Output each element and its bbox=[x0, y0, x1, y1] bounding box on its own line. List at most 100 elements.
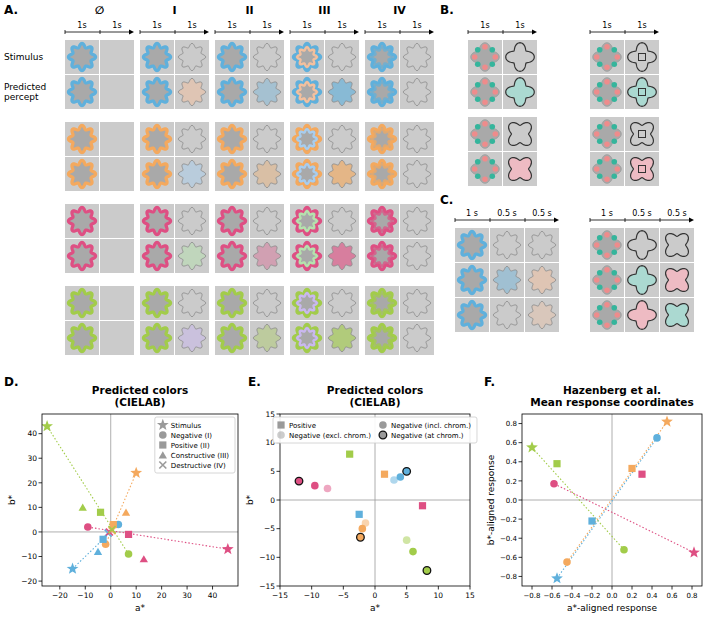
tick-mark bbox=[532, 586, 533, 590]
time-arrow bbox=[468, 32, 534, 33]
cell bbox=[455, 298, 489, 332]
legend-marker bbox=[159, 462, 166, 469]
stimulus-shape bbox=[293, 125, 320, 152]
inducer-dot bbox=[482, 44, 488, 50]
outline-shape bbox=[493, 266, 520, 293]
duration-label: 1s bbox=[77, 21, 86, 30]
inner-rim bbox=[297, 328, 317, 348]
tick-mark bbox=[39, 482, 43, 483]
tick-mark bbox=[277, 586, 281, 587]
outline-shape bbox=[506, 43, 535, 72]
stimulus-shape bbox=[593, 155, 622, 184]
time-tick bbox=[215, 30, 216, 34]
stimulus-shape bbox=[368, 78, 395, 105]
cell bbox=[365, 122, 399, 156]
connector-line bbox=[532, 447, 624, 549]
stimulus-shape bbox=[218, 242, 245, 269]
legend-marker bbox=[379, 421, 387, 429]
legend-label: Negative (incl. chrom.) bbox=[391, 422, 471, 430]
data-point bbox=[362, 519, 370, 527]
cell bbox=[455, 263, 489, 297]
tick-label: 0 bbox=[108, 591, 113, 600]
inducer-dot bbox=[472, 54, 478, 60]
inducer-dot bbox=[475, 159, 481, 165]
cell bbox=[175, 157, 209, 191]
cell bbox=[590, 75, 624, 109]
cell bbox=[215, 321, 249, 355]
data-point bbox=[390, 476, 398, 484]
cell bbox=[400, 286, 434, 320]
outline-shape bbox=[178, 207, 205, 234]
arrow-head bbox=[279, 30, 284, 35]
outline-shape bbox=[631, 158, 654, 181]
duration-label: 1s bbox=[302, 21, 311, 30]
cell bbox=[175, 40, 209, 74]
outline-shape bbox=[178, 160, 205, 187]
inducer-dot bbox=[482, 99, 488, 105]
stimulus-shape bbox=[293, 324, 320, 351]
tick-mark bbox=[519, 461, 523, 462]
plot-area bbox=[42, 414, 238, 586]
outline-shape bbox=[328, 324, 355, 351]
inducer-dot bbox=[597, 47, 603, 53]
cell bbox=[100, 321, 134, 355]
tick-mark bbox=[277, 557, 281, 558]
duration-label: 1s bbox=[637, 21, 646, 30]
zero-line bbox=[42, 531, 238, 532]
duration-label: 1s bbox=[515, 21, 524, 30]
data-point bbox=[222, 543, 234, 554]
connector-line bbox=[106, 473, 137, 544]
tick-label: 0.0 bbox=[506, 497, 517, 505]
inducer-dot bbox=[489, 82, 495, 88]
stimulus-shape bbox=[368, 289, 395, 316]
data-point bbox=[403, 536, 411, 544]
legend-label: Positive (II) bbox=[171, 442, 210, 450]
cell bbox=[250, 40, 284, 74]
tick-label: −10 bbox=[259, 553, 275, 562]
cell bbox=[365, 239, 399, 273]
tick-label: −15 bbox=[259, 582, 275, 591]
outline-shape bbox=[328, 242, 355, 269]
tick-mark bbox=[161, 586, 162, 590]
data-point bbox=[403, 468, 411, 476]
text-line: Predicted bbox=[4, 82, 46, 92]
panel-letter: A. bbox=[4, 3, 18, 17]
arrow-head bbox=[354, 30, 359, 35]
cell bbox=[65, 122, 99, 156]
cell bbox=[100, 75, 134, 109]
stimulus-shape bbox=[68, 125, 95, 152]
inner-rim bbox=[297, 47, 317, 67]
inducer-dot bbox=[475, 82, 481, 88]
arrow-head bbox=[689, 218, 694, 223]
data-point bbox=[551, 572, 563, 583]
legend-label: Stimulus bbox=[171, 422, 202, 430]
outline-shape bbox=[403, 289, 430, 316]
outline-shape bbox=[528, 231, 555, 258]
cell bbox=[250, 239, 284, 273]
data-point bbox=[628, 465, 635, 472]
cell bbox=[250, 122, 284, 156]
inducer-dot bbox=[594, 54, 600, 60]
cell bbox=[140, 40, 174, 74]
stimulus-shape bbox=[68, 43, 95, 70]
outline-shape bbox=[628, 266, 657, 295]
inner-rim bbox=[372, 211, 392, 231]
figure: A.∅1s1sI1s1sII1s1sIII1s1sIV1s1sStimulusP… bbox=[0, 0, 708, 618]
tick-mark bbox=[39, 581, 43, 582]
inducer-dot bbox=[604, 287, 610, 293]
connector-line bbox=[47, 426, 128, 554]
time-tick bbox=[503, 30, 504, 34]
inducer-dot bbox=[611, 47, 617, 53]
cell bbox=[400, 75, 434, 109]
legend: PositiveNegative (incl. chrom.)Negative … bbox=[273, 417, 477, 443]
tick-mark bbox=[519, 423, 523, 424]
tick-label: −0.8 bbox=[500, 573, 517, 581]
tick-label: −5 bbox=[338, 591, 349, 600]
cell bbox=[65, 204, 99, 238]
cell bbox=[590, 298, 624, 332]
inducer-dot bbox=[594, 89, 600, 95]
outline-shape bbox=[328, 43, 355, 70]
inducer-dot bbox=[614, 242, 620, 248]
inducer-dot bbox=[482, 121, 488, 127]
inducer-dot bbox=[472, 166, 478, 172]
